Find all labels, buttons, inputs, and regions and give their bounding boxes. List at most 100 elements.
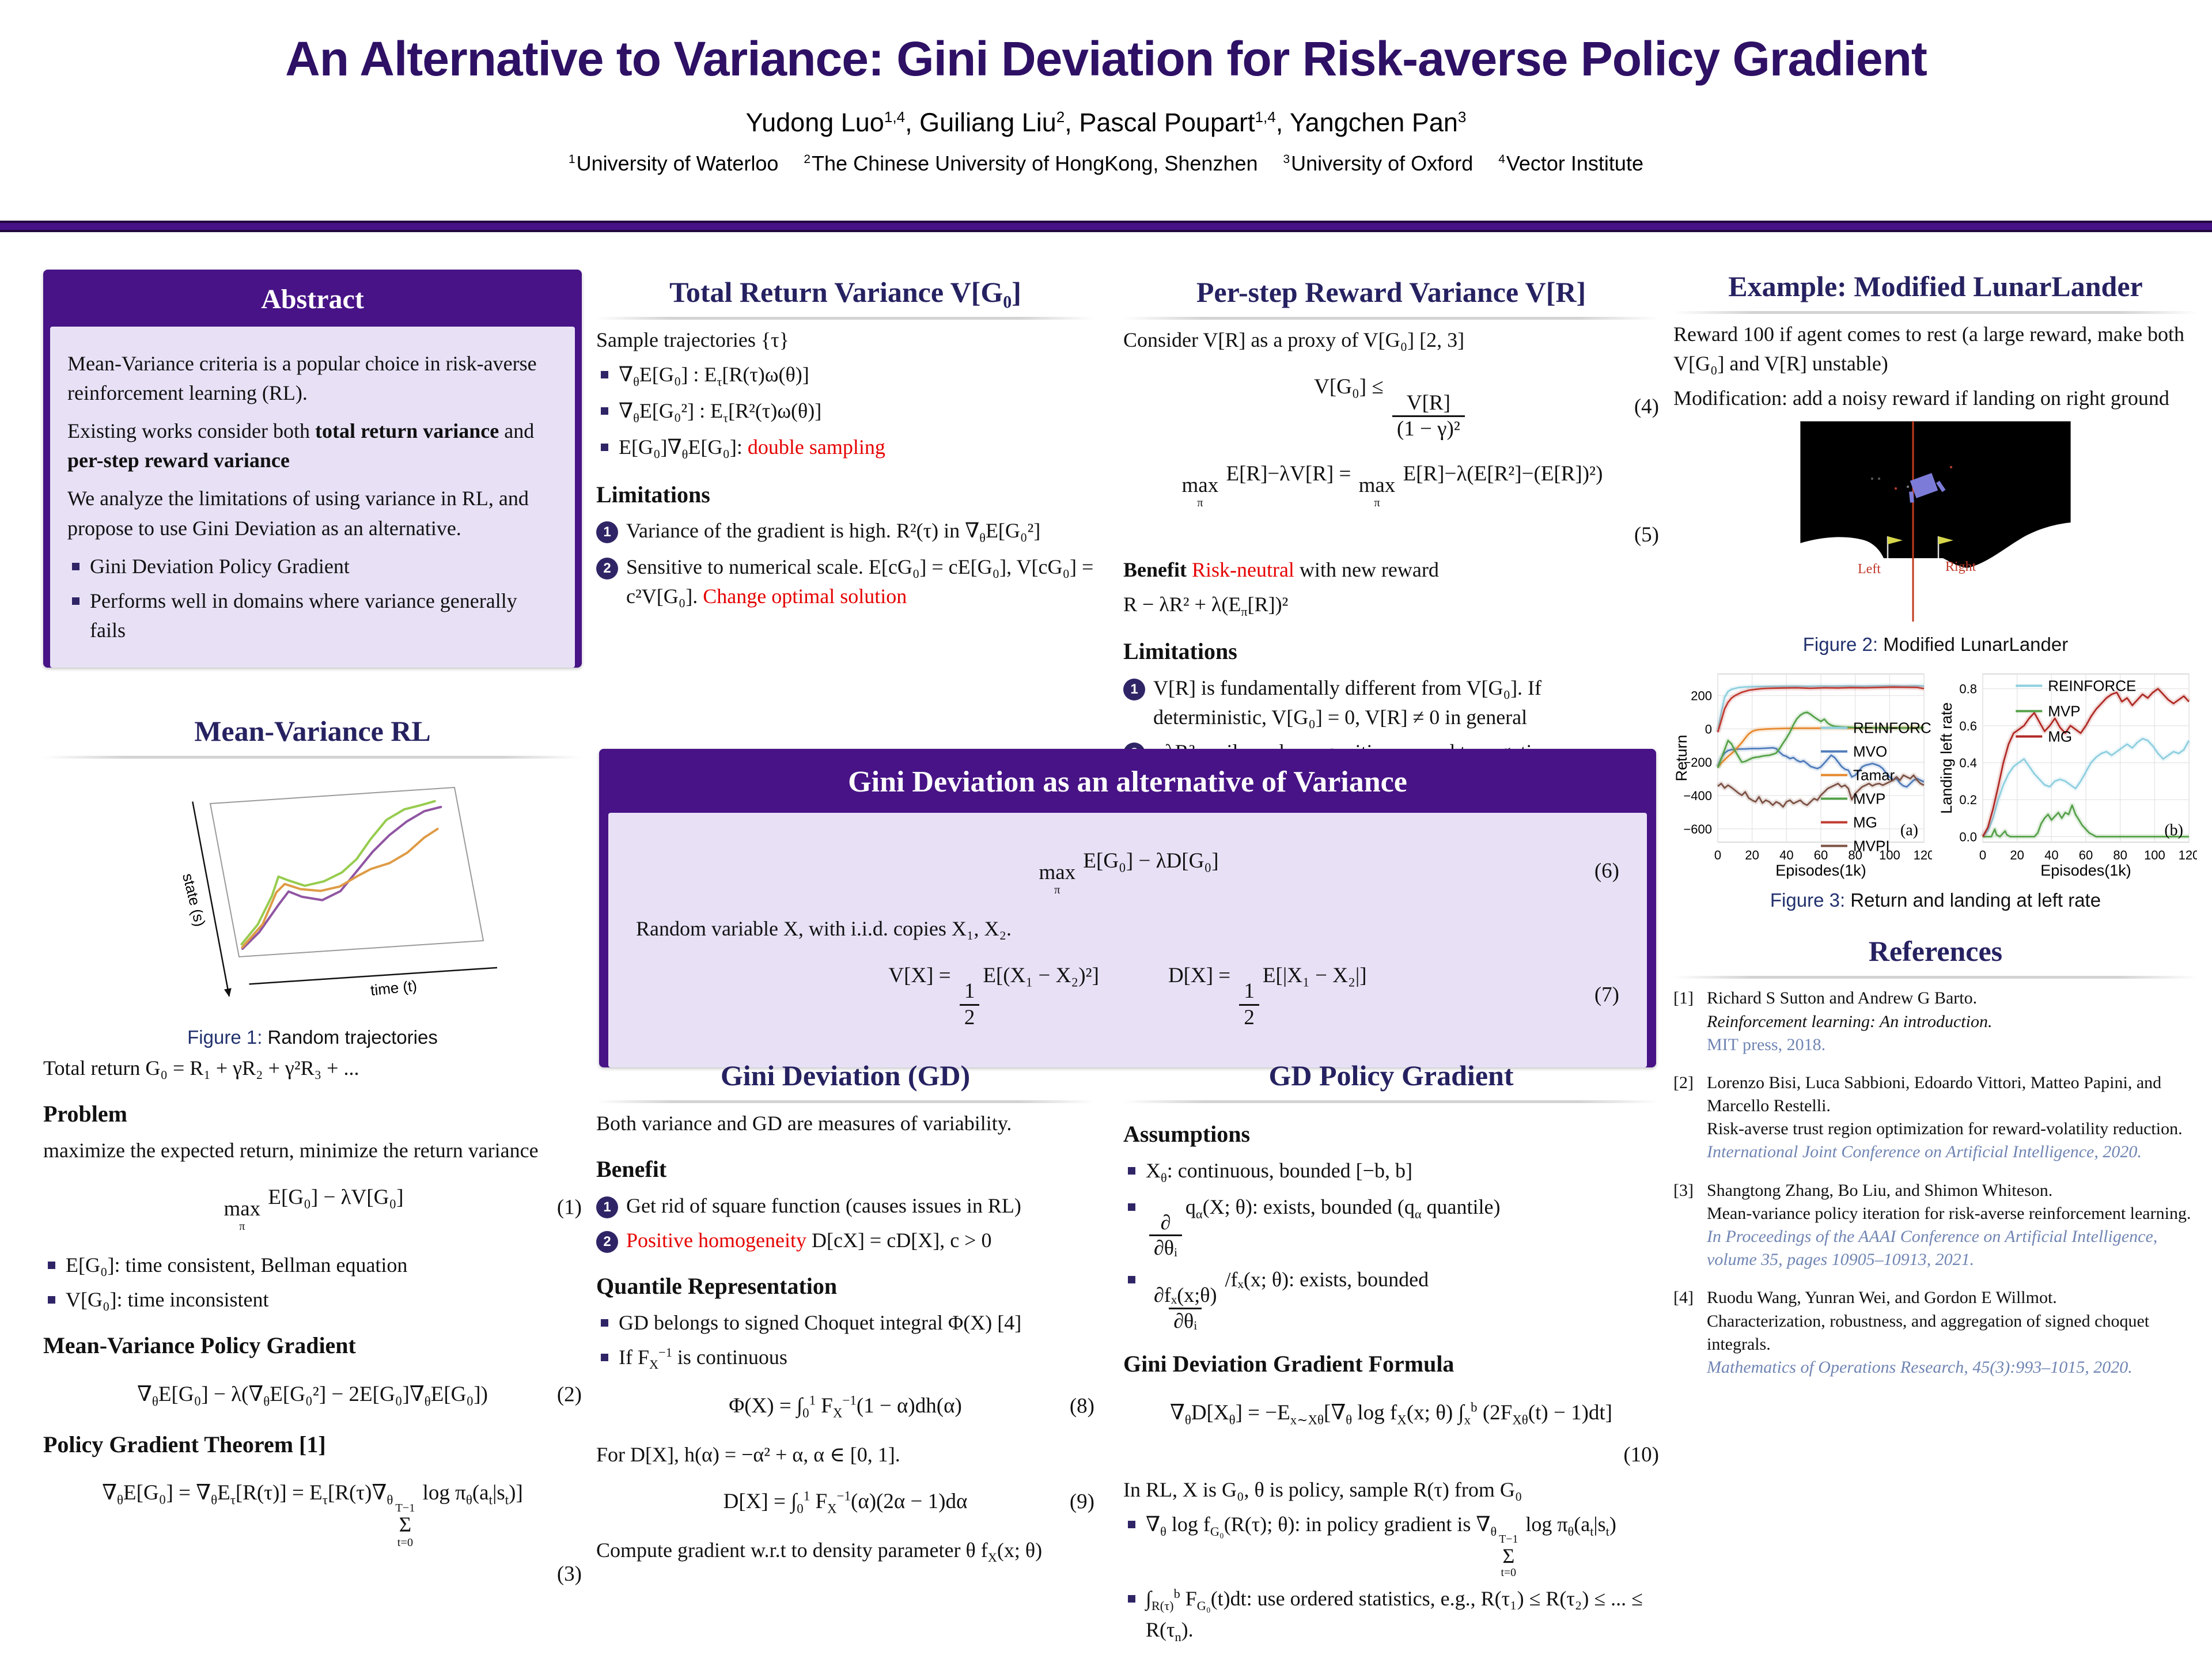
trajectories-figure: state (s) time (t) bbox=[179, 786, 514, 999]
text-line: Performs well in domains where variance … bbox=[67, 586, 558, 645]
subscript: τ bbox=[717, 374, 722, 389]
subscript: θ bbox=[465, 1493, 472, 1508]
subscript: τ bbox=[322, 1493, 328, 1508]
series-line-REINFORCE bbox=[1982, 738, 2190, 838]
text-line: Existing works consider both total retur… bbox=[67, 416, 558, 475]
text-line: ∇θE[G₀²] : Eτ[R²(τ)ω(θ)] bbox=[596, 396, 1094, 427]
line-content: Compute gradient w.r.t to density parame… bbox=[596, 1536, 1094, 1567]
series-line-MG bbox=[1717, 686, 1925, 733]
superscript: 1 bbox=[803, 1488, 810, 1503]
legend-label-MVP: MVP bbox=[2048, 703, 2080, 720]
legend-label-MVO: MVO bbox=[1853, 743, 1887, 760]
formula-text: [∇ bbox=[1324, 1401, 1346, 1425]
text-line: ∂ ∂θᵢ qα(X; θ): exists, bounded (qα quanti… bbox=[1123, 1192, 1659, 1260]
bullet-icon bbox=[601, 407, 608, 415]
bullet-icon bbox=[48, 1261, 55, 1269]
subscript: θ bbox=[633, 411, 639, 426]
line-content: Sensitive to numerical scale. E[cG₀] = c… bbox=[626, 552, 1094, 611]
bold-text: Benefit bbox=[1123, 558, 1192, 581]
legend-label-REINFORCE: REINFORCE bbox=[2048, 677, 2136, 695]
author-name: Guiliang Liu bbox=[919, 108, 1056, 137]
formula-text: (α)(2α − 1)dα bbox=[851, 1489, 968, 1513]
y-tick-label: −400 bbox=[1683, 789, 1712, 803]
formula-text: log f bbox=[1166, 1513, 1210, 1536]
formula-text: We analyze the limitations of using vari… bbox=[67, 487, 529, 540]
y-tick-label: 0.0 bbox=[1959, 830, 1977, 844]
formula-text: : continuous, bounded [−b, b] bbox=[1166, 1158, 1412, 1182]
formula-text: ] = −E bbox=[1235, 1401, 1290, 1425]
mean-variance-rl-body: Total return G₀ = R₁ + γR₂ + γ²R₃ + ... P… bbox=[43, 1054, 582, 1586]
figure3-caption-text: Return and landing at left rate bbox=[1850, 889, 2101, 911]
formula-text: Performs well in domains where variance … bbox=[90, 589, 517, 642]
flag-left-icon bbox=[1887, 536, 1903, 559]
formula-text: Policy Gradient Theorem [1] bbox=[43, 1431, 326, 1457]
figure1-caption-text: Random trajectories bbox=[267, 1027, 438, 1048]
text-line: R − λR² + λ(Eπ[R])² bbox=[1123, 590, 1659, 621]
line-content: Modification: add a noisy reward if land… bbox=[1673, 384, 2198, 413]
subscript: θ bbox=[1160, 1524, 1166, 1539]
gd-policy-gradient-body: Assumptions Xθ: continuous, bounded [−b, … bbox=[1123, 1118, 1659, 1646]
formula-text: (x; θ) ∫ bbox=[1406, 1401, 1464, 1425]
fraction-numerator: 1 bbox=[964, 979, 975, 1003]
affiliation: 2The Chinese University of HongKong, She… bbox=[804, 151, 1258, 175]
formula-text: D[X] = bbox=[1168, 963, 1236, 987]
subscript: α bbox=[1414, 1206, 1422, 1221]
subscript: θ bbox=[633, 374, 639, 389]
line-content: Sample trajectories {τ} bbox=[596, 325, 1094, 355]
per-step-reward-variance-section: Per-step Reward Variance V[R] Consider V… bbox=[1123, 275, 1659, 772]
text-line: Random variable X, with i.i.d. copies X₁… bbox=[636, 914, 1619, 944]
star-dot bbox=[1906, 486, 1910, 488]
equation-line: max π E[G₀] − λV[G₀] (1) bbox=[43, 1183, 582, 1233]
line-content: V[G₀] ≤ V[R] (1 − γ)² bbox=[1314, 372, 1468, 442]
formula-text: |s bbox=[492, 1481, 505, 1505]
subscript: G₀ bbox=[1210, 1524, 1224, 1539]
operator-stack: max π bbox=[1039, 861, 1076, 897]
subscript: π bbox=[1241, 604, 1248, 619]
line-content: If FX−1 is continuous bbox=[619, 1343, 1094, 1374]
subscript: x∼Xθ bbox=[1290, 1412, 1324, 1427]
formula-text: ∇ bbox=[102, 1481, 118, 1505]
line-content: ∇θE[G₀] − λ(∇θE[G₀²] − 2E[G₀]∇θE[G₀]) bbox=[137, 1380, 488, 1411]
subscript: X bbox=[649, 1357, 659, 1372]
formula-text: Compute gradient w.r.t to density parame… bbox=[596, 1538, 988, 1562]
poster-header: An Alternative to Variance: Gini Deviati… bbox=[0, 0, 2212, 176]
star-dot bbox=[1894, 487, 1897, 490]
text-line: We analyze the limitations of using vari… bbox=[67, 484, 558, 543]
bullet-icon bbox=[1128, 1203, 1135, 1211]
formula-text: q bbox=[1185, 1195, 1196, 1218]
total-return-variance-section: Total Return Variance V[G₀] Sample traje… bbox=[596, 275, 1094, 617]
formula-text: E[G₀²] − 2E[G₀]∇ bbox=[270, 1382, 425, 1406]
line-content: Consider V[R] as a proxy of V[G₀] [2, 3] bbox=[1123, 325, 1659, 355]
highlight-red-text: Change optimal solution bbox=[703, 585, 907, 608]
author-affil-sup: 3 bbox=[1457, 108, 1467, 126]
formula-text: (2F bbox=[1477, 1401, 1513, 1425]
line-content: Xθ: continuous, bounded [−b, b] bbox=[1146, 1156, 1659, 1187]
text-line: Consider V[R] as a proxy of V[G₀] [2, 3] bbox=[1123, 325, 1659, 355]
operator-stack: max π bbox=[224, 1197, 261, 1233]
bullet-icon bbox=[601, 1354, 608, 1362]
bold-text: per-step reward variance bbox=[67, 449, 290, 472]
x-tick-label: 120 bbox=[2179, 848, 2197, 862]
text-line: GD belongs to signed Choquet integral Φ(… bbox=[596, 1308, 1094, 1338]
x-tick-label: 20 bbox=[1745, 848, 1759, 862]
formula-text: ∇ bbox=[619, 363, 634, 387]
superscript: b bbox=[1471, 1400, 1478, 1415]
subscript: θ bbox=[681, 447, 688, 462]
line-content: max π E[G₀] − λD[G₀] bbox=[1036, 846, 1218, 897]
equation-line: V[G₀] ≤ V[R] (1 − γ)² (4) bbox=[1123, 372, 1659, 442]
formula-text: Sample trajectories {τ} bbox=[596, 328, 789, 351]
formula-text: E[G₀]: bbox=[688, 435, 748, 459]
line-content: Benefit bbox=[596, 1153, 1094, 1186]
line-content: Mean-Variance Policy Gradient bbox=[43, 1330, 582, 1362]
fraction: ∂fₓ(x;θ) ∂θᵢ bbox=[1149, 1283, 1221, 1333]
text-line: V[G₀]: time inconsistent bbox=[43, 1285, 582, 1315]
affiliation-sup: 4 bbox=[1498, 153, 1505, 166]
reference-title: Mean-variance policy iteration for risk-… bbox=[1707, 1203, 2191, 1223]
author-name: Yangchen Pan bbox=[1289, 108, 1458, 137]
formula-text: ). bbox=[1181, 1618, 1194, 1642]
superscript: −1 bbox=[658, 1345, 672, 1360]
y-tick-label: 0.4 bbox=[1959, 756, 1977, 770]
formula-text: E[G₀]: time consistent, Bellman equation bbox=[66, 1253, 408, 1277]
highlight-red-text: Risk-neutral bbox=[1191, 558, 1294, 581]
